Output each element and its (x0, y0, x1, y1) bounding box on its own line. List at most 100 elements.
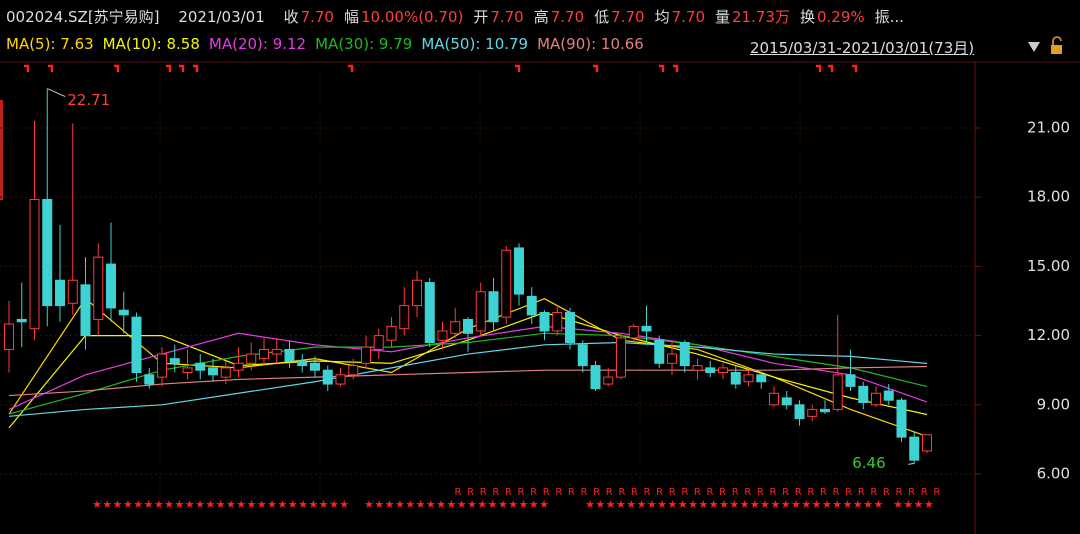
signal-r: R (455, 487, 462, 498)
header: 002024.SZ[苏宁易购] 2021/03/01 收 7.70 幅 10.00%(… (6, 6, 906, 30)
signal-flag (24, 64, 30, 72)
signal-star: ★ (123, 498, 133, 511)
y-tick-label: 9.00 (1037, 395, 1070, 413)
signal-r: R (795, 487, 802, 498)
signal-star: ★ (174, 498, 184, 511)
signal-r: R (770, 487, 777, 498)
signal-star: ★ (740, 498, 750, 511)
signal-star: ★ (185, 498, 195, 511)
quote-label: 收 (283, 8, 299, 26)
dropdown[interactable] (1028, 42, 1040, 52)
candle-body (641, 325, 652, 332)
candle-body (577, 344, 588, 367)
y-tick-label: 6.00 (1037, 465, 1070, 483)
signal-star: ★ (709, 498, 719, 511)
candle-body (807, 408, 818, 417)
quote-value: 7.70 (611, 8, 645, 26)
signal-flag (593, 64, 599, 72)
candle-body (858, 385, 869, 403)
signal-star: ★ (812, 498, 822, 511)
candle-body (271, 348, 282, 355)
signal-r: R (631, 487, 638, 498)
candle-body (590, 365, 601, 390)
quote-label: 量 (715, 8, 731, 26)
signal-star: ★ (678, 498, 688, 511)
candle-body (4, 323, 14, 350)
quote-label: 低 (594, 8, 610, 26)
signal-r: R (593, 487, 600, 498)
candle-body (603, 376, 614, 385)
candle-body (883, 390, 894, 401)
signal-star: ★ (395, 498, 405, 511)
quote-label: 换 (799, 8, 815, 26)
signal-star: ★ (873, 498, 883, 511)
legend-entry: MA(10): 8.58 (102, 35, 200, 53)
quote-value: 7.70 (490, 8, 524, 26)
signal-star: ★ (893, 498, 903, 511)
candle-body (246, 353, 257, 364)
signal-r: R (921, 487, 928, 498)
signal-star: ★ (770, 498, 780, 511)
signal-star: ★ (164, 498, 174, 511)
signal-star: ★ (426, 498, 436, 511)
signal-r: R (505, 487, 512, 498)
signal-flag (852, 64, 858, 72)
signal-r: R (782, 487, 789, 498)
candle-body (424, 282, 435, 344)
candle-body (718, 367, 728, 374)
candle-body (220, 367, 231, 378)
annotation: 6.46 (852, 454, 885, 472)
signal-star: ★ (226, 498, 236, 511)
candle-body (820, 408, 830, 413)
quote-value: 10.00%(0.70) (361, 8, 464, 26)
candle-body (526, 295, 537, 316)
signal-star: ★ (791, 498, 801, 511)
signal-flag (816, 64, 822, 72)
signal-r: R (644, 487, 651, 498)
y-tick-label: 12.00 (1027, 326, 1070, 344)
signal-star: ★ (288, 498, 298, 511)
signal-r: R (618, 487, 625, 498)
candle-body (144, 374, 155, 385)
symbol: 002024.SZ[苏宁易购] (6, 8, 160, 26)
signal-star: ★ (339, 498, 349, 511)
signal-star: ★ (903, 498, 913, 511)
range[interactable]: 2015/03/31-2021/03/01(73月) (750, 39, 975, 57)
candle-body (450, 321, 461, 334)
candle-body (896, 399, 907, 438)
signal-star: ★ (267, 498, 277, 511)
candle-body (182, 367, 193, 374)
signal-star: ★ (144, 498, 154, 511)
date: 2021/03/01 (178, 8, 265, 26)
signal-r: R (858, 487, 865, 498)
signal-star: ★ (319, 498, 329, 511)
signal-star: ★ (585, 498, 595, 511)
legend-entry: MA(30): 9.79 (315, 35, 413, 53)
candle-body (67, 279, 78, 304)
candle-body (922, 434, 932, 452)
signal-flag (828, 64, 834, 72)
quote-label: 幅 (343, 8, 359, 26)
signal-r: R (681, 487, 688, 498)
lock-icon[interactable] (1051, 45, 1062, 54)
signal-star: ★ (508, 498, 518, 511)
signal-r: R (820, 487, 827, 498)
legend-entry: MA(50): 10.79 (421, 35, 529, 53)
signal-star: ★ (374, 498, 384, 511)
signal-flag (114, 64, 120, 72)
candle-body (55, 279, 65, 307)
signal-star: ★ (822, 498, 832, 511)
legend-entry: MA(20): 9.12 (208, 35, 307, 53)
lock-shackle (1052, 36, 1062, 45)
signal-star: ★ (257, 498, 267, 511)
candle-body (514, 247, 524, 295)
signal-star: ★ (92, 498, 102, 511)
signal-star: ★ (853, 498, 863, 511)
signal-star: ★ (308, 498, 318, 511)
signal-star: ★ (529, 498, 539, 511)
signal-r: R (568, 487, 575, 498)
signal-star: ★ (519, 498, 529, 511)
signal-star: ★ (626, 498, 636, 511)
signal-r: R (883, 487, 890, 498)
